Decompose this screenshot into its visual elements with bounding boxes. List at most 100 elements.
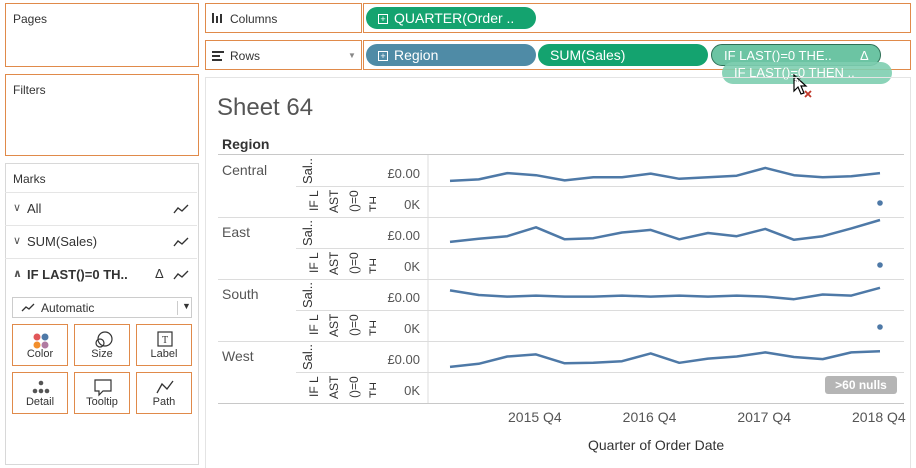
- x-tick-label: 2017 Q4: [737, 409, 792, 425]
- delta-icon: Δ: [860, 48, 869, 63]
- rows-label: Rows: [230, 49, 261, 63]
- line-mark-icon: [21, 303, 35, 312]
- calc-axis-title[interactable]: IF L AST ()=0 TH..: [307, 313, 376, 337]
- columns-label: Columns: [230, 12, 278, 26]
- sales-axis-title[interactable]: Sal..: [300, 220, 314, 247]
- region-label: Central: [222, 162, 268, 178]
- pane-mid-line: [296, 248, 904, 249]
- line-mark-icon: [173, 237, 189, 247]
- pane-mid-line: [296, 186, 904, 187]
- size-icon: [95, 331, 113, 348]
- sales-axis-value: £0.00: [387, 166, 420, 181]
- region-label: East: [222, 224, 251, 240]
- delta-icon: Δ: [155, 266, 164, 281]
- path-icon: [156, 380, 174, 394]
- detail-card[interactable]: Detail: [12, 372, 68, 414]
- size-card-label: Size: [91, 348, 113, 360]
- svg-text:T: T: [162, 335, 168, 346]
- chevron-down-icon: ∨: [13, 235, 22, 247]
- marks-panel: Marks: [5, 163, 199, 465]
- columns-pill-quarter[interactable]: + QUARTER(Order ..: [366, 7, 536, 29]
- mark-type-select[interactable]: Automatic ▼: [12, 297, 192, 318]
- label-icon: T: [157, 331, 173, 347]
- columns-icon: [212, 13, 222, 23]
- label-card-label: Label: [150, 348, 178, 360]
- pill-text: Region: [394, 47, 439, 63]
- chevron-down-icon[interactable]: ▼: [348, 51, 356, 60]
- columns-shelf-label: Columns: [205, 3, 362, 33]
- pill-text: SUM(Sales): [550, 47, 626, 63]
- x-tick-label: 2015 Q4: [508, 409, 562, 425]
- header-line: [218, 154, 904, 155]
- pill-text: IF LAST()=0 THEN ..: [734, 65, 855, 80]
- line-mark-icon: [173, 270, 189, 280]
- nulls-text: >60 nulls: [835, 378, 887, 392]
- pane-bottom-line: [218, 217, 904, 218]
- color-card-label: Color: [26, 348, 54, 360]
- pages-title: Pages: [13, 12, 48, 26]
- marks-all-label: All: [27, 201, 42, 216]
- pane-bottom-line: [218, 403, 904, 404]
- calc-axis-title[interactable]: IF L AST ()=0 TH..: [307, 251, 376, 275]
- cursor-icon: [793, 74, 812, 98]
- color-card[interactable]: Color: [12, 324, 68, 366]
- marks-calc-label: IF LAST()=0 TH..: [27, 267, 128, 282]
- chevron-down-icon: ▼: [177, 301, 191, 315]
- pane-bottom-line: [218, 279, 904, 280]
- region-label: South: [222, 286, 259, 302]
- nulls-indicator[interactable]: >60 nulls: [825, 376, 897, 394]
- expand-icon: +: [378, 14, 388, 24]
- expand-icon: +: [378, 51, 388, 61]
- rows-shelf-label: Rows ▼: [205, 40, 362, 70]
- detail-icon: [32, 380, 50, 394]
- rows-icon: [212, 51, 224, 61]
- marks-sales-row[interactable]: ∨ SUM(Sales): [5, 225, 197, 257]
- marks-all-row[interactable]: ∨ All: [5, 192, 197, 224]
- region-header: Region: [222, 136, 270, 152]
- marks-sales-label: SUM(Sales): [27, 234, 98, 249]
- sales-axis-title[interactable]: Sal..: [300, 282, 314, 309]
- marks-calc-row[interactable]: ∧ IF LAST()=0 TH.. Δ: [5, 258, 197, 290]
- calc-axis-value: 0K: [404, 321, 420, 336]
- sheet-title: Sheet 64: [217, 94, 314, 121]
- filters-title: Filters: [13, 83, 46, 97]
- pane-mid-line: [296, 372, 904, 373]
- x-tick-label: 2016 Q4: [622, 409, 677, 425]
- sales-axis-value: £0.00: [387, 290, 420, 305]
- region-label: West: [222, 348, 254, 364]
- pane-mid-line: [296, 310, 904, 311]
- label-card[interactable]: T Label: [136, 324, 192, 366]
- sales-axis-title[interactable]: Sal..: [300, 344, 314, 371]
- calc-axis-value: 0K: [404, 259, 420, 274]
- tooltip-card-label: Tooltip: [86, 396, 118, 408]
- drag-ghost-pill: IF LAST()=0 THEN ..: [722, 62, 892, 84]
- rows-pill-sales[interactable]: SUM(Sales): [538, 44, 708, 66]
- tooltip-icon: [94, 379, 112, 397]
- pill-text: IF LAST()=0 THE..: [724, 48, 832, 63]
- calc-axis-value: 0K: [404, 197, 420, 212]
- calc-axis-title[interactable]: IF L AST ()=0 TH..: [307, 375, 376, 399]
- path-card[interactable]: Path: [136, 372, 192, 414]
- filters-panel[interactable]: Filters: [5, 74, 199, 156]
- pill-text: QUARTER(Order ..: [394, 10, 515, 26]
- rows-pill-region[interactable]: + Region: [366, 44, 536, 66]
- calc-axis-title[interactable]: IF L AST ()=0 TH..: [307, 189, 376, 213]
- chevron-up-icon: ∧: [13, 268, 22, 280]
- mark-type-value: Automatic: [41, 301, 95, 315]
- pane-bottom-line: [218, 341, 904, 342]
- x-axis-title: Quarter of Order Date: [588, 437, 725, 453]
- color-icon: [33, 333, 49, 349]
- size-card[interactable]: Size: [74, 324, 130, 366]
- sales-axis-value: £0.00: [387, 228, 420, 243]
- chevron-down-icon: ∨: [13, 202, 22, 214]
- path-card-label: Path: [152, 396, 176, 408]
- line-mark-icon: [173, 204, 189, 214]
- sales-axis-value: £0.00: [387, 352, 420, 367]
- tooltip-card[interactable]: Tooltip: [74, 372, 130, 414]
- calc-axis-value: 0K: [404, 383, 420, 398]
- sales-axis-title[interactable]: Sal..: [300, 158, 314, 185]
- sheet-view[interactable]: [205, 77, 911, 468]
- detail-card-label: Detail: [25, 396, 55, 408]
- pages-panel[interactable]: Pages: [5, 3, 199, 67]
- x-tick-label: 2018 Q4: [852, 409, 906, 425]
